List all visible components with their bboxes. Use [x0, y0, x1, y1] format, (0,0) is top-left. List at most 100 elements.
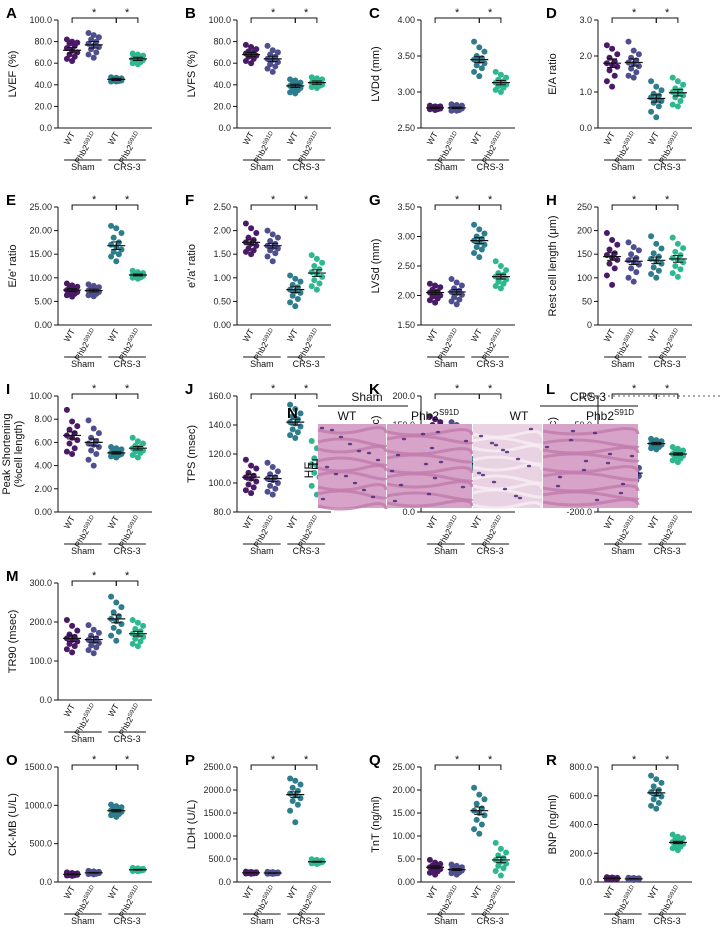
data-point: [650, 264, 657, 271]
data-point: [242, 248, 249, 255]
histology-image: [472, 424, 544, 510]
tissue-fiber: [386, 453, 474, 464]
data-point: [269, 47, 276, 54]
significance-star: *: [665, 7, 670, 19]
data-point: [66, 640, 73, 647]
data-point: [248, 462, 255, 469]
group-label-sham: Sham: [71, 162, 95, 172]
tissue-fiber: [317, 426, 388, 435]
y-tick-label: 500.0: [208, 854, 231, 864]
x-category-label: WT: [425, 130, 440, 146]
histology-col-phb2-sham: Phb2S91D: [411, 408, 459, 423]
data-point: [453, 279, 460, 286]
tissue-fiber: [542, 446, 640, 455]
data-point: [274, 480, 281, 486]
data-point: [674, 847, 681, 854]
tissue-nucleus: [502, 487, 508, 491]
y-tick-label: 20.0: [34, 101, 52, 111]
data-point: [677, 266, 684, 273]
data-point: [426, 297, 433, 304]
data-point: [614, 63, 621, 70]
tissue-nucleus: [356, 449, 362, 453]
tissue-fiber: [542, 465, 640, 474]
y-tick-label: 800.0: [569, 762, 592, 772]
data-point: [71, 53, 78, 60]
data-point: [242, 487, 249, 494]
data-point: [473, 816, 480, 823]
histology-image: [317, 424, 388, 511]
y-axis-title: LVDd (mm): [370, 46, 382, 101]
y-tick-label: 300.0: [29, 578, 52, 588]
significance-star: *: [488, 383, 493, 395]
data-point: [677, 98, 684, 104]
y-tick-label: 50: [582, 296, 592, 306]
data-point: [669, 270, 676, 277]
data-point: [88, 36, 95, 43]
group-label-sham: Sham: [250, 916, 274, 926]
data-point: [456, 296, 463, 303]
y-tick-label: 120.0: [208, 449, 231, 459]
tissue-nucleus: [504, 450, 510, 454]
data-point: [292, 819, 299, 826]
data-point: [269, 68, 276, 75]
data-point: [90, 626, 97, 633]
tissue-nucleus: [570, 429, 576, 433]
significance-star: *: [488, 194, 493, 206]
y-tick-label: 100.0: [208, 15, 231, 25]
y-axis-title: E/A ratio: [547, 53, 559, 95]
significance-star: *: [455, 383, 460, 395]
significance-bracket: [478, 764, 502, 770]
y-tick-label: 0: [587, 320, 592, 330]
data-point: [628, 251, 635, 258]
group-label-crs3: CRS-3: [477, 359, 504, 369]
y-axis-title: e'/a' ratio: [186, 244, 198, 288]
panel-letter: L: [546, 381, 555, 398]
data-point: [658, 793, 665, 800]
data-point: [648, 802, 655, 809]
data-point: [648, 445, 655, 452]
y-axis-title: TR90 (msec): [7, 610, 19, 674]
significance-star: *: [488, 7, 493, 19]
data-point: [292, 303, 299, 310]
tissue-nucleus: [607, 452, 613, 456]
data-point: [669, 101, 676, 108]
y-tick-label: 8.00: [34, 414, 52, 424]
data-point: [264, 227, 271, 234]
data-point: [108, 593, 115, 600]
y-tick-label: 25.00: [392, 762, 415, 772]
data-point: [63, 406, 70, 413]
x-category-label: WT: [106, 130, 121, 146]
significance-star: *: [125, 7, 130, 19]
tissue-nucleus: [557, 475, 563, 479]
histology-group-sham: Sham: [351, 390, 382, 404]
y-tick-label: 2.00: [213, 226, 231, 236]
data-point: [609, 281, 616, 288]
data-point: [264, 42, 271, 49]
data-point: [137, 449, 144, 456]
y-tick-label: 20.00: [392, 785, 415, 795]
data-point: [481, 60, 488, 67]
data-point: [267, 237, 274, 244]
data-point: [242, 58, 249, 65]
data-point: [653, 776, 660, 783]
histology-col-wt-sham: WT: [338, 409, 357, 423]
y-tick-label: 2500.0: [203, 762, 231, 772]
data-point: [272, 250, 279, 257]
y-tick-label: 2.00: [397, 291, 415, 301]
y-tick-label: 150: [577, 249, 592, 259]
significance-bracket: [115, 393, 139, 399]
data-point: [476, 73, 483, 80]
x-category-label: WT: [646, 130, 661, 146]
data-point: [308, 437, 315, 444]
group-label-sham: Sham: [250, 546, 274, 556]
data-point: [297, 781, 304, 788]
data-point: [481, 230, 488, 237]
y-tick-label: 0.00: [213, 320, 231, 330]
data-point: [308, 252, 315, 259]
significance-star: *: [92, 383, 97, 395]
y-tick-label: 5.00: [397, 854, 415, 864]
x-category-label: WT: [62, 514, 77, 530]
y-tick-label: 2000.0: [203, 785, 231, 795]
data-point: [674, 78, 681, 85]
